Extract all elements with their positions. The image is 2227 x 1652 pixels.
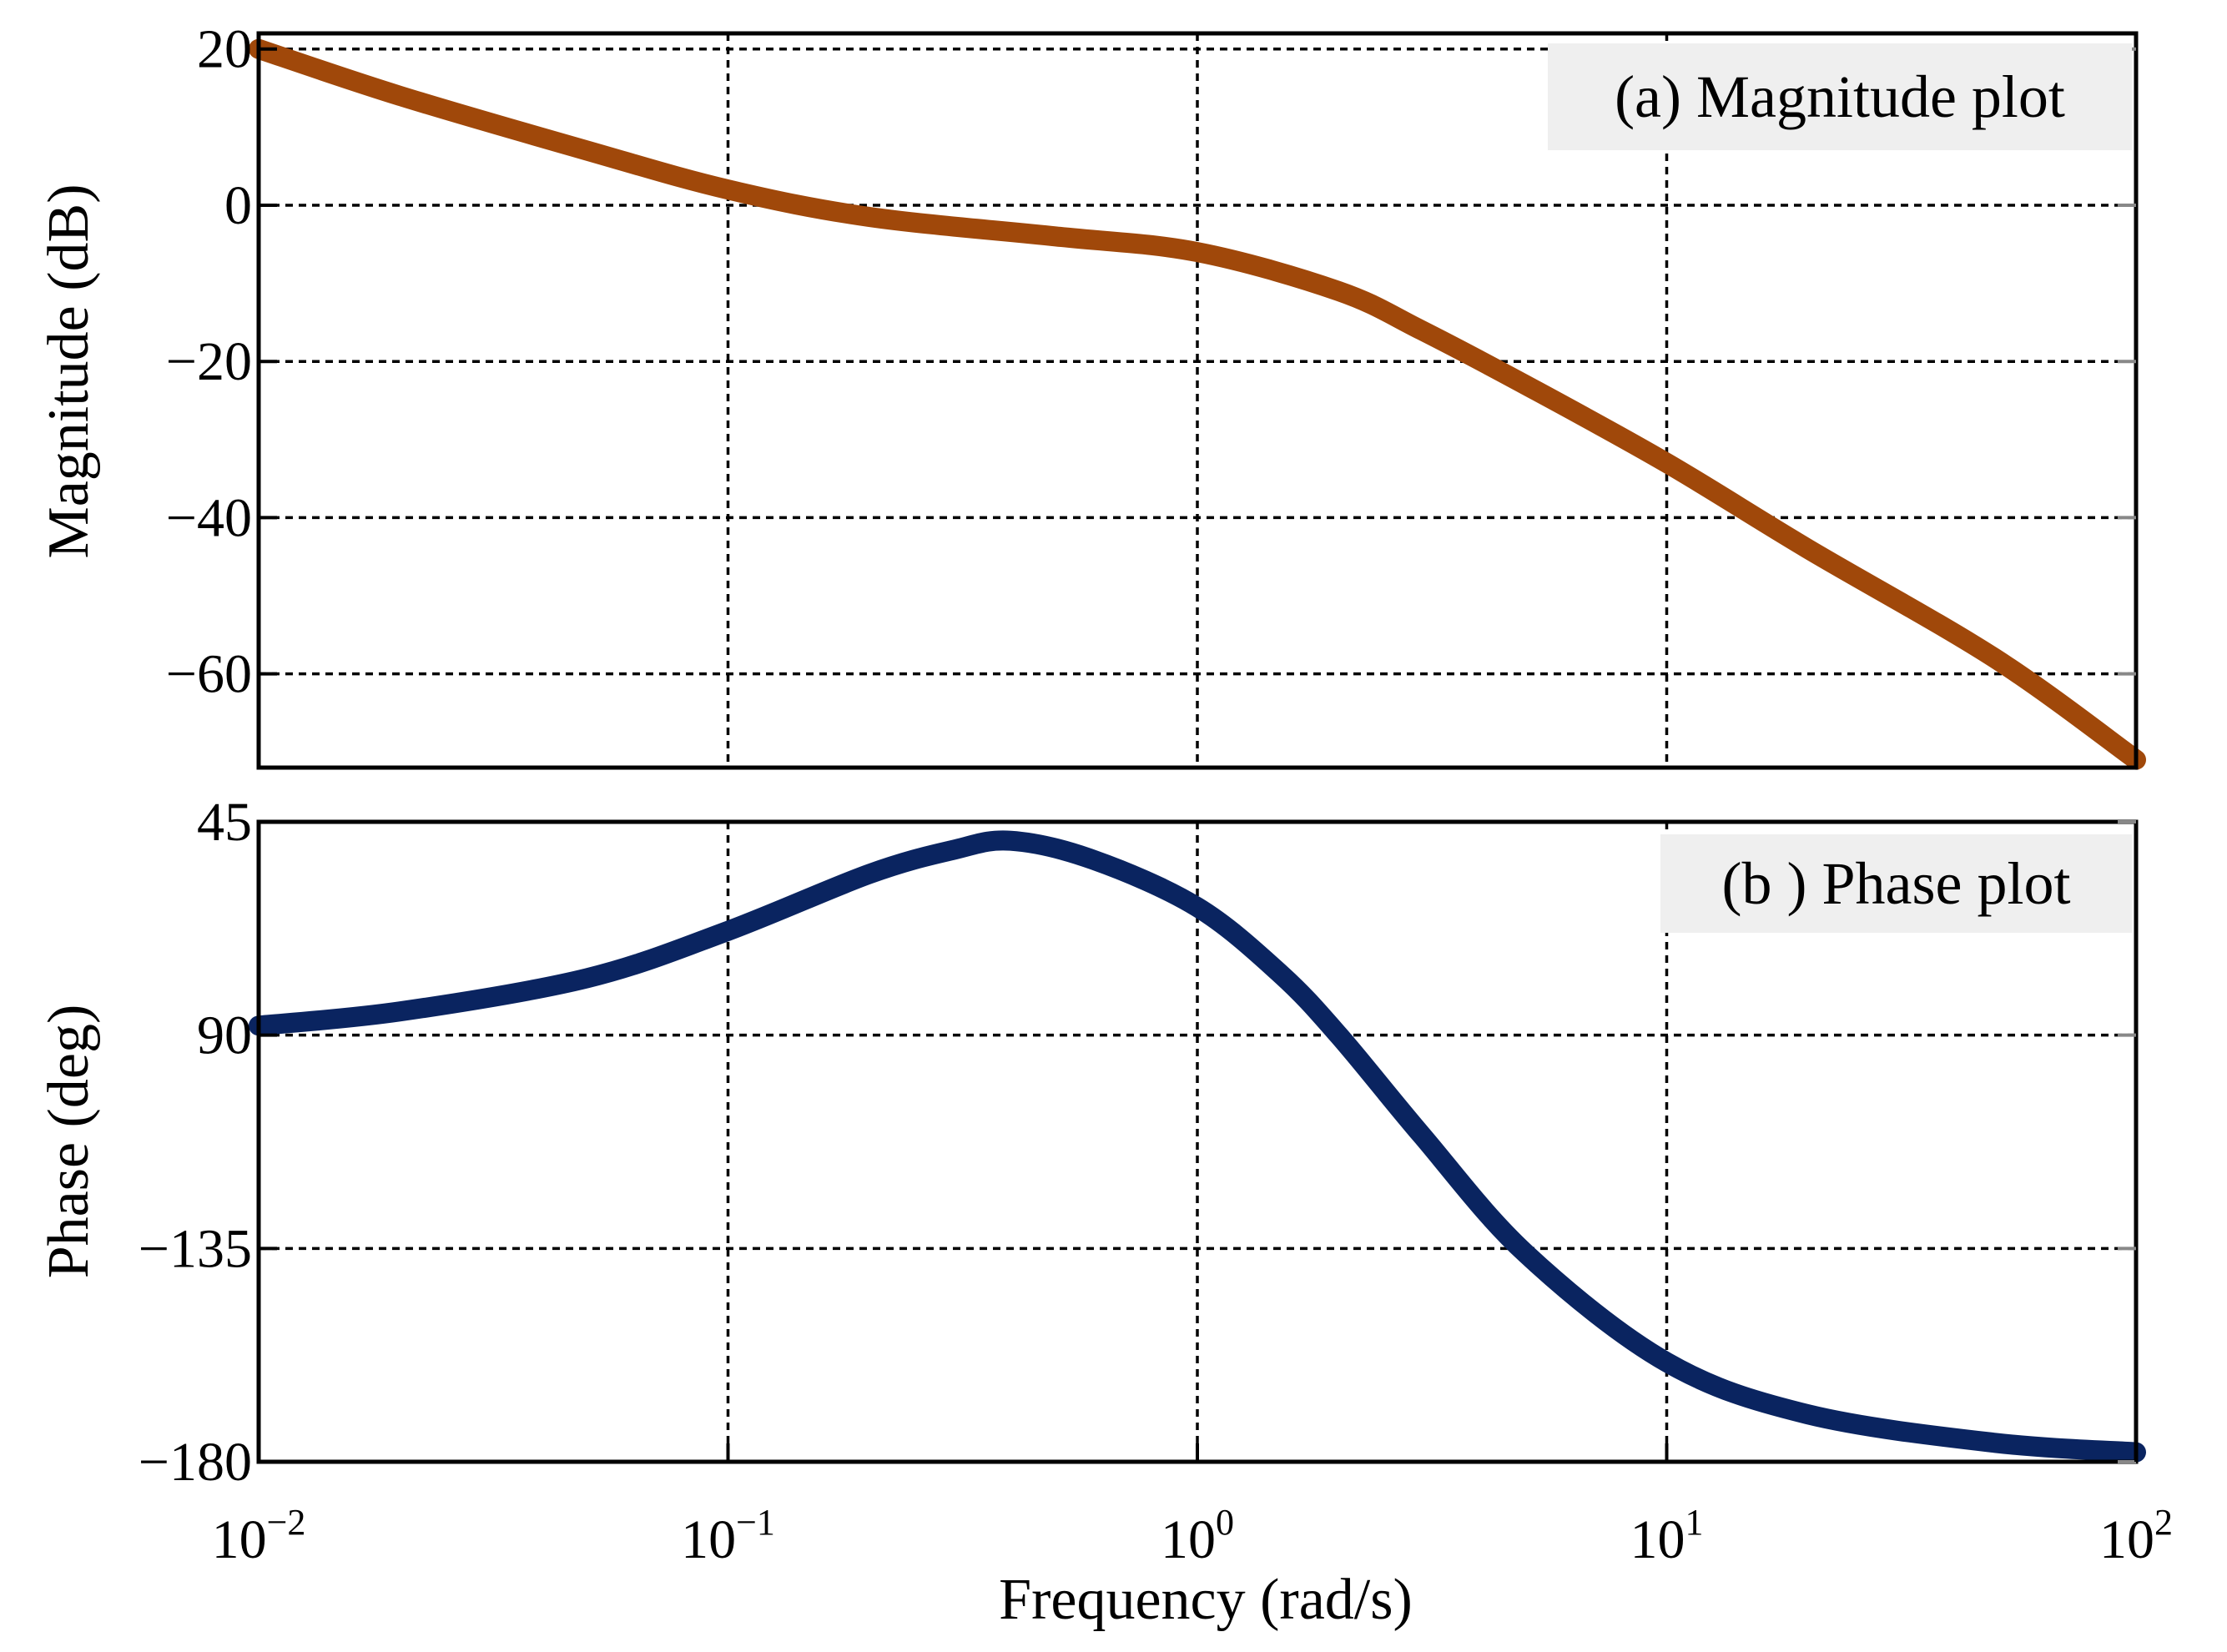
phase-y-ticks: 45 90 −135 −180 <box>139 792 2136 1493</box>
magnitude-ytick-label-1: 0 <box>224 175 252 236</box>
phase-data-point-9 <box>1280 973 1281 974</box>
phase-annotation-text: (b ) Phase plot <box>1722 850 2071 917</box>
phase-ytick-label-2: −135 <box>139 1218 252 1279</box>
magnitude-data-point-7 <box>1338 290 1339 291</box>
magnitude-annotation-box <box>1548 43 2132 150</box>
phase-ytick-label-0: 45 <box>197 792 252 853</box>
magnitude-panel: 20 0 −20 −40 −60 (a) Magnitude plot Magnitud… <box>37 19 2146 770</box>
magnitude-ytick-label-2: −20 <box>166 331 252 392</box>
phase-data-point-14 <box>1807 1414 1808 1415</box>
phase-annotation-box <box>1660 834 2132 933</box>
phase-data-point-1 <box>400 1011 401 1012</box>
magnitude-y-axis-title: Magnitude (dB) <box>37 184 101 558</box>
phase-xtick-label-3: 101 <box>1630 1502 1704 1570</box>
phase-panel: 45 90 −135 −180 (b ) Phase plot Phase (deg)… <box>37 792 2173 1632</box>
phase-xtick-label-2: 100 <box>1161 1502 1234 1570</box>
magnitude-series-line-0 <box>249 38 2146 770</box>
magnitude-y-ticks: 20 0 −20 −40 −60 <box>166 19 2136 705</box>
magnitude-data-point-6 <box>1197 252 1198 253</box>
phase-xtick-label-0: 10−2 <box>212 1502 306 1570</box>
phase-data-point-6 <box>1010 840 1011 841</box>
magnitude-ytick-label-4: −60 <box>166 644 252 705</box>
phase-data-point-11 <box>1421 1134 1422 1135</box>
phase-xtick-label-1: 10−1 <box>681 1502 775 1570</box>
phase-xtick-label-4: 102 <box>2099 1502 2173 1570</box>
phase-data-point-7 <box>1093 859 1094 860</box>
magnitude-ytick-label-3: −40 <box>166 487 252 548</box>
frequency-x-ticks: 10−2 10−1 100 101 102 <box>212 1443 2173 1570</box>
magnitude-data-point-11 <box>1807 548 1808 549</box>
magnitude-curve-group <box>249 38 2146 770</box>
phase-data-point-5 <box>951 850 952 851</box>
magnitude-annotation: (a) Magnitude plot <box>1548 43 2132 150</box>
magnitude-grid <box>259 33 2136 768</box>
phase-series-line-0 <box>249 830 2146 1463</box>
magnitude-data-point-1 <box>400 95 401 96</box>
magnitude-data-point-12 <box>1994 657 1995 658</box>
phase-ytick-label-3: −180 <box>139 1432 252 1493</box>
magnitude-axes-frame <box>256 31 2139 770</box>
magnitude-annotation-text: (a) Magnitude plot <box>1615 63 2065 130</box>
phase-annotation: (b ) Phase plot <box>1660 834 2132 933</box>
phase-curve-group <box>249 830 2146 1463</box>
phase-data-point-12 <box>1525 1253 1526 1254</box>
phase-y-axis-title: Phase (deg) <box>37 1005 101 1279</box>
magnitude-ytick-label-0: 20 <box>197 19 252 80</box>
frequency-x-axis-title: Frequency (rad/s) <box>999 1568 1413 1632</box>
phase-ytick-label-1: 90 <box>197 1005 252 1066</box>
magnitude-data-point-10 <box>1666 462 1667 463</box>
phase-data-point-8 <box>1197 907 1198 908</box>
